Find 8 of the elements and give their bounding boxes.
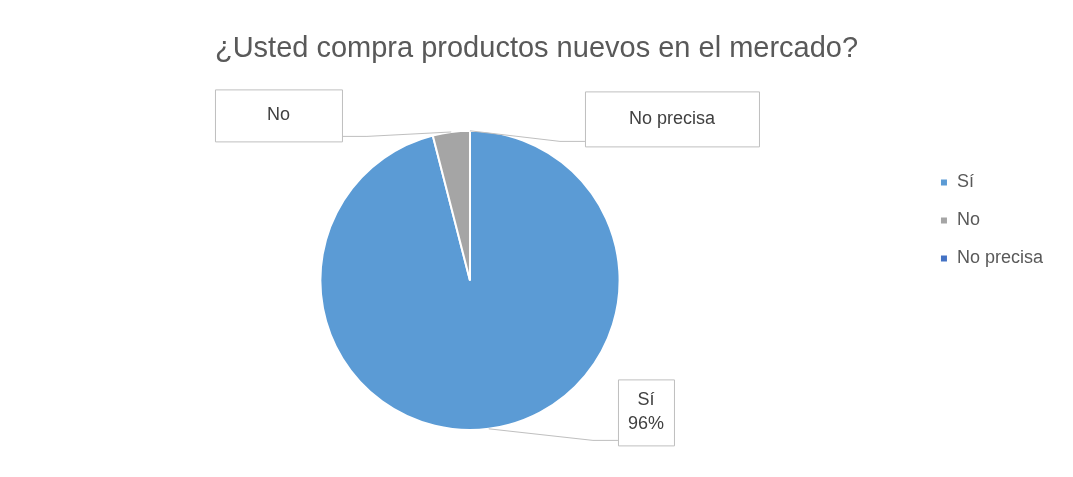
legend-label: Sí [956,171,974,192]
category-label: No [266,104,290,125]
data-label: 96% [627,413,664,434]
legend-label: No precisa [956,247,1044,268]
chart-title: ¿Usted compra productos nuevos en el mercado? [214,31,859,64]
category-label: No precisa [628,107,716,128]
legend-label: No [956,209,980,230]
slice-label: Sí [637,389,655,410]
